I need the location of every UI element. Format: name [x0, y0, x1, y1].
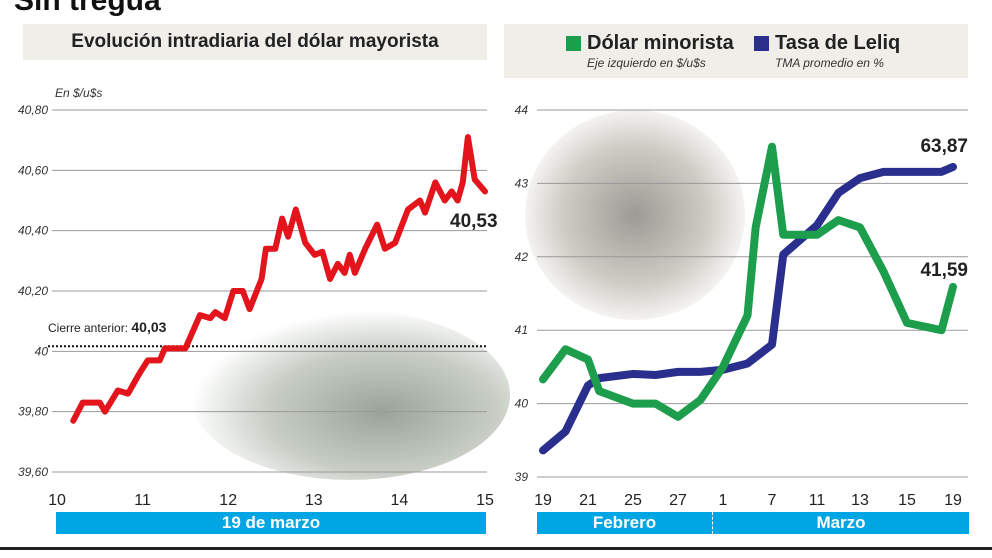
- y-tick-label: 39,80: [18, 405, 48, 419]
- x-tick-label: 1: [719, 492, 728, 509]
- x-tick-label: 13: [851, 492, 869, 509]
- y-tick-label: 44: [515, 103, 529, 117]
- x-tick-label: 15: [898, 492, 916, 509]
- page-title: Sin tregua: [14, 0, 161, 17]
- blue-swatch-icon: [754, 36, 769, 51]
- left-chart-header: Evolución intradiaria del dólar mayorist…: [23, 24, 487, 60]
- left-chart-title: Evolución intradiaria del dólar mayorist…: [71, 31, 439, 52]
- y-tick-label: 41: [515, 323, 528, 337]
- y-tick-label: 40,80: [18, 103, 48, 117]
- x-tick-label: 14: [391, 492, 409, 509]
- y-tick-label: 40: [515, 397, 529, 411]
- green-swatch-icon: [566, 36, 581, 51]
- y-tick-label: 39,60: [18, 465, 48, 479]
- leliq-last-label: 63,87: [920, 136, 968, 157]
- y-tick-label: 42: [515, 250, 529, 264]
- y-tick-label: 40,20: [18, 284, 48, 298]
- central-bank-photo: [525, 110, 745, 320]
- x-tick-label: 25: [624, 492, 642, 509]
- x-tick-label: 15: [476, 492, 494, 509]
- last-value-label: 40,53: [450, 211, 498, 232]
- money-hands-photo: [190, 310, 510, 480]
- reference-label: Cierre anterior: 40,03: [48, 319, 167, 335]
- y-axis-unit: En $/u$s: [55, 86, 102, 100]
- y-tick-label: 40: [35, 344, 49, 358]
- x-band-day: 19 de marzo: [56, 512, 486, 534]
- x-band-febrero: Febrero: [537, 512, 712, 534]
- x-tick-label: 21: [579, 492, 597, 509]
- x-tick-label: 19: [534, 492, 552, 509]
- x-tick-label: 13: [305, 492, 323, 509]
- x-tick-label: 7: [768, 492, 777, 509]
- dolar-minorista-series-line: [539, 142, 957, 421]
- y-tick-label: 40,60: [18, 163, 48, 177]
- x-tick-label: 11: [809, 492, 826, 509]
- bottom-rule: [0, 547, 992, 550]
- x-tick-label: 27: [669, 492, 687, 509]
- y-tick-label: 39: [515, 470, 529, 484]
- y-tick-label: 43: [515, 176, 529, 190]
- x-tick-label: 10: [48, 492, 66, 509]
- legend-sublabel: Eje izquierdo en $/u$s: [587, 56, 706, 70]
- legend-label: Dólar minorista: [587, 32, 734, 54]
- legend-label: Tasa de Leliq: [775, 32, 901, 54]
- x-tick-label: 11: [134, 492, 151, 509]
- y-tick-label: 40,40: [18, 224, 48, 238]
- x-tick-label: 19: [944, 492, 962, 509]
- legend: Dólar minorista Eje izquierdo en $/u$s T…: [504, 24, 968, 78]
- minorista-last-label: 41,59: [920, 260, 968, 281]
- x-tick-label: 12: [219, 492, 237, 509]
- reference-value: 40,03: [131, 319, 166, 335]
- x-band-marzo: Marzo: [712, 512, 969, 534]
- legend-sublabel: TMA promedio en %: [775, 56, 884, 70]
